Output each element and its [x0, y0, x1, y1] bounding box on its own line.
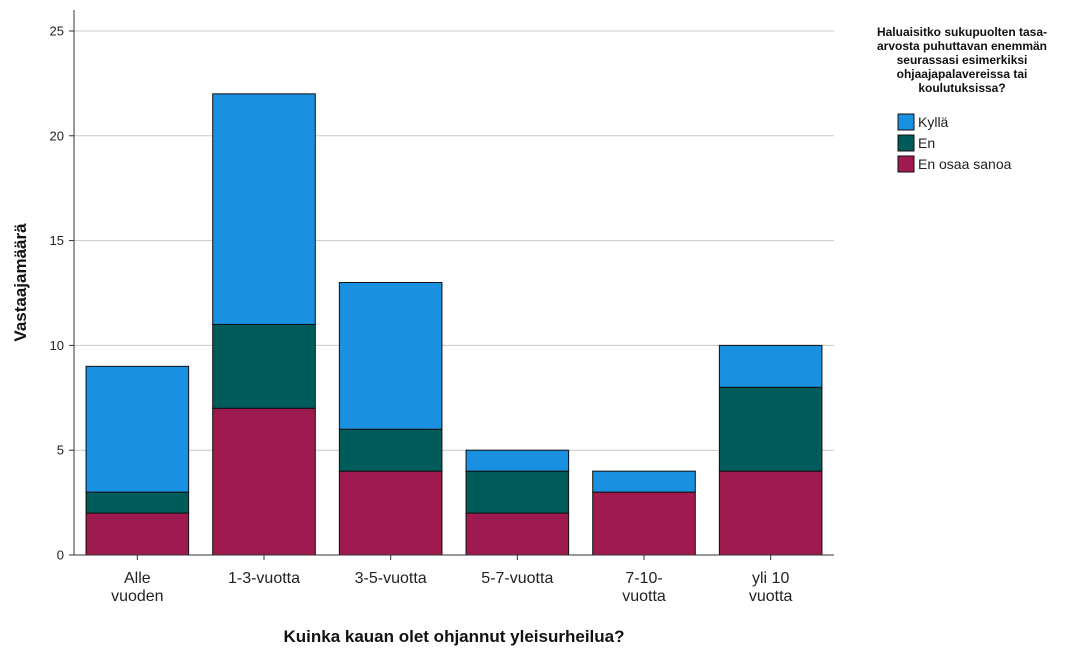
bar-segment-kylla [465, 449, 570, 472]
legend-label-kylla: Kyllä [918, 114, 949, 130]
legend-label-en-osaa-sanoa: En osaa sanoa [918, 156, 1012, 172]
legend-title-line: seurassasi esimerkiksi [897, 53, 1028, 67]
legend-title-line: ohjaajapalavereissa tai [897, 67, 1028, 81]
bar-segment-en [718, 386, 823, 472]
bar-segment-en-osaa-sanoa [212, 407, 316, 556]
x-category-label: 7-10- [625, 570, 662, 587]
legend-title-line: arvosta puhuttavan enemmän [877, 39, 1047, 53]
legend-label-en: En [918, 135, 935, 151]
y-tick-label: 20 [50, 128, 64, 143]
legend-swatch-en [897, 134, 915, 152]
legend-swatch-kylla [897, 113, 915, 131]
bar-segment-kylla [85, 365, 190, 493]
y-tick-label: 5 [57, 443, 64, 458]
x-category-label: 3-5-vuotta [355, 570, 427, 587]
y-tick-label: 10 [50, 338, 64, 353]
bar-segment-kylla [338, 282, 443, 430]
bar-segment-en [338, 428, 443, 472]
y-tick-labels: 0 5 10 15 20 25 [50, 23, 74, 563]
x-category-label: vuoden [111, 588, 164, 605]
bar-segment-en-osaa-sanoa [465, 512, 570, 556]
y-axis-title: Vastaajamäärä [11, 223, 30, 342]
bar-segment-en-osaa-sanoa [592, 491, 696, 556]
bar-segment-kylla [718, 344, 823, 388]
legend: Haluaisitko sukupuolten tasa-arvosta puh… [877, 25, 1047, 173]
bar-segment-en [85, 491, 190, 514]
legend-title: Haluaisitko sukupuolten tasa-arvosta puh… [877, 25, 1047, 95]
y-tick-label: 25 [50, 23, 64, 38]
x-category-label: yli 10 [752, 570, 789, 587]
x-category-label: 1-3-vuotta [228, 570, 300, 587]
gridlines [74, 30, 834, 451]
legend-items: Kyllä En En osaa sanoa [897, 113, 1012, 173]
y-tick-label: 15 [50, 233, 64, 248]
bar-segment-en [212, 323, 316, 409]
x-category-label: vuotta [749, 588, 793, 605]
legend-title-line: Haluaisitko sukupuolten tasa- [877, 25, 1047, 39]
legend-swatch-en-osaa-sanoa [897, 155, 915, 173]
x-category-label: 5-7-vuotta [481, 570, 553, 587]
bar-segment-kylla [212, 93, 316, 325]
bar-segment-en-osaa-sanoa [338, 470, 443, 556]
legend-title-line: koulutuksissa? [918, 81, 1005, 95]
x-axis-title: Kuinka kauan olet ohjannut yleisurheilua… [283, 627, 624, 646]
bar-segment-en-osaa-sanoa [85, 512, 190, 556]
bar-segment-en [465, 470, 570, 514]
bar-segment-en-osaa-sanoa [718, 470, 823, 556]
y-tick-label: 0 [57, 548, 64, 563]
x-category-label: Alle [124, 570, 151, 587]
x-category-label: vuotta [622, 588, 666, 605]
bars [85, 93, 823, 556]
bar-segment-kylla [592, 470, 696, 493]
